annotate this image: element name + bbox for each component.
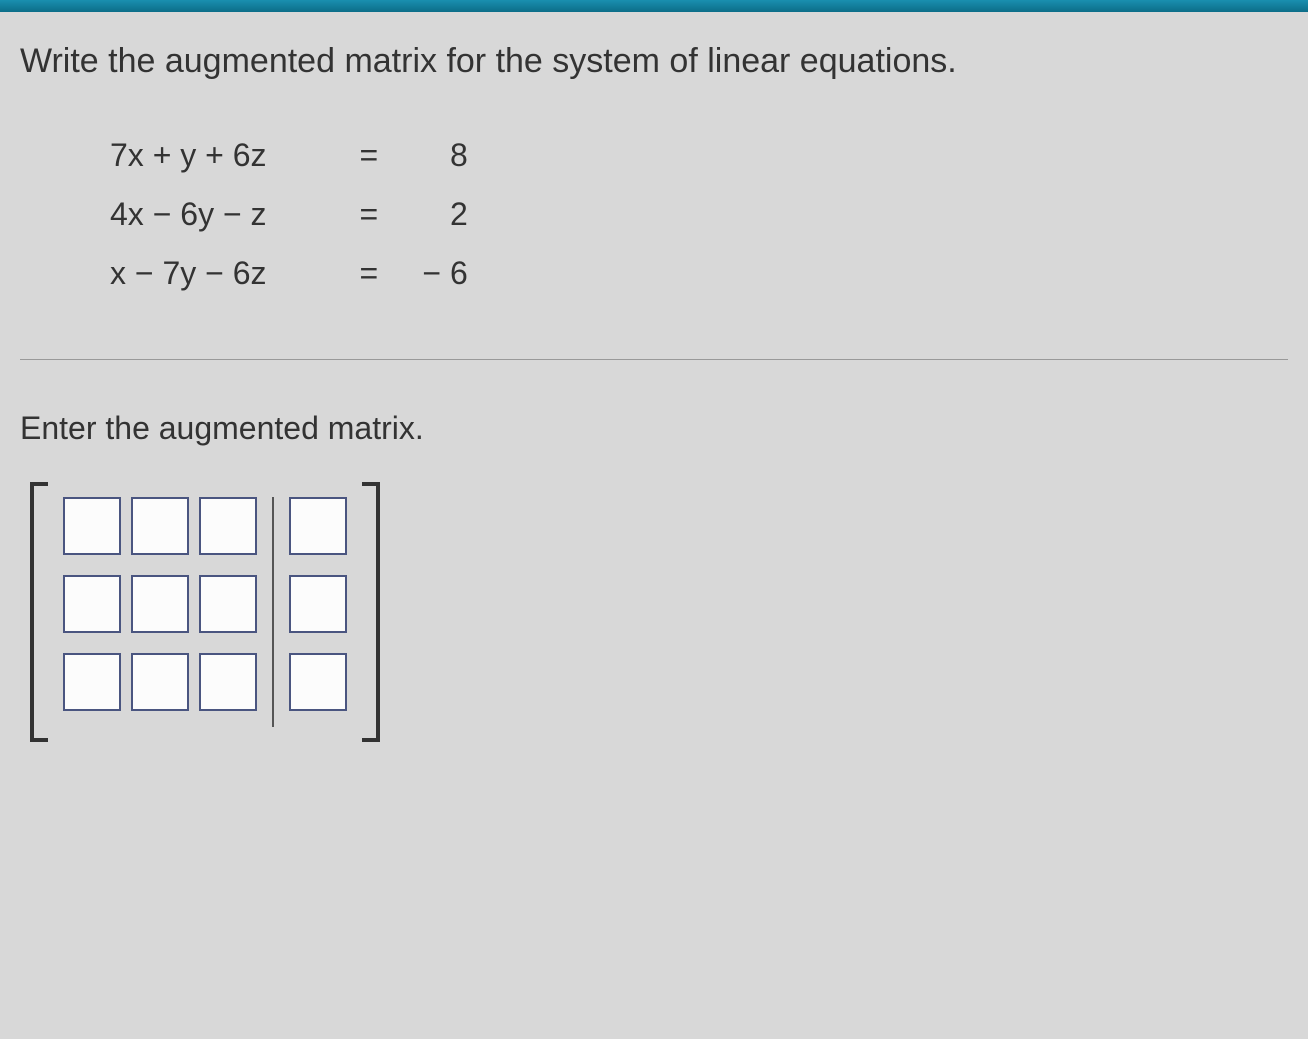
- equation-lhs: 4x − 6y − z: [110, 185, 340, 244]
- question-text: Write the augmented matrix for the syste…: [20, 42, 1288, 81]
- matrix-bracket-left: [30, 482, 50, 742]
- top-bar: [0, 0, 1308, 12]
- matrix-body: [50, 482, 360, 742]
- matrix-cell-r0c1[interactable]: [131, 497, 189, 555]
- matrix-col: [131, 497, 189, 727]
- equation-lhs: 7x + y + 6z: [110, 126, 340, 185]
- equation-equals: =: [349, 126, 389, 185]
- equation-rhs: 2: [398, 185, 468, 244]
- matrix-cell-r2c3[interactable]: [289, 653, 347, 711]
- matrix-cell-r1c0[interactable]: [63, 575, 121, 633]
- equation-row: 7x + y + 6z = 8: [110, 126, 1288, 185]
- equation-row: 4x − 6y − z = 2: [110, 185, 1288, 244]
- equation-equals: =: [349, 185, 389, 244]
- matrix-augment-separator: [272, 497, 274, 727]
- matrix-coefficient-section: [58, 497, 262, 727]
- equation-rhs: 8: [398, 126, 468, 185]
- matrix-cell-r2c0[interactable]: [63, 653, 121, 711]
- matrix-cell-r1c1[interactable]: [131, 575, 189, 633]
- matrix-cell-r1c2[interactable]: [199, 575, 257, 633]
- matrix-cell-r0c2[interactable]: [199, 497, 257, 555]
- equation-row: x − 7y − 6z = − 6: [110, 244, 1288, 303]
- matrix-cell-r0c0[interactable]: [63, 497, 121, 555]
- prompt-text: Enter the augmented matrix.: [20, 410, 1288, 447]
- equation-system: 7x + y + 6z = 8 4x − 6y − z = 2 x − 7y −…: [110, 126, 1288, 304]
- matrix-bracket-right: [360, 482, 380, 742]
- content-area: Write the augmented matrix for the syste…: [0, 12, 1308, 772]
- matrix-cell-r1c3[interactable]: [289, 575, 347, 633]
- equation-lhs: x − 7y − 6z: [110, 244, 340, 303]
- matrix-cell-r0c3[interactable]: [289, 497, 347, 555]
- matrix-constants-section: [289, 497, 347, 727]
- matrix-col: [199, 497, 257, 727]
- equation-rhs: − 6: [398, 244, 468, 303]
- matrix-cell-r2c1[interactable]: [131, 653, 189, 711]
- matrix-cell-r2c2[interactable]: [199, 653, 257, 711]
- equation-equals: =: [349, 244, 389, 303]
- augmented-matrix: [30, 482, 1288, 742]
- divider: [20, 359, 1288, 360]
- matrix-col: [63, 497, 121, 727]
